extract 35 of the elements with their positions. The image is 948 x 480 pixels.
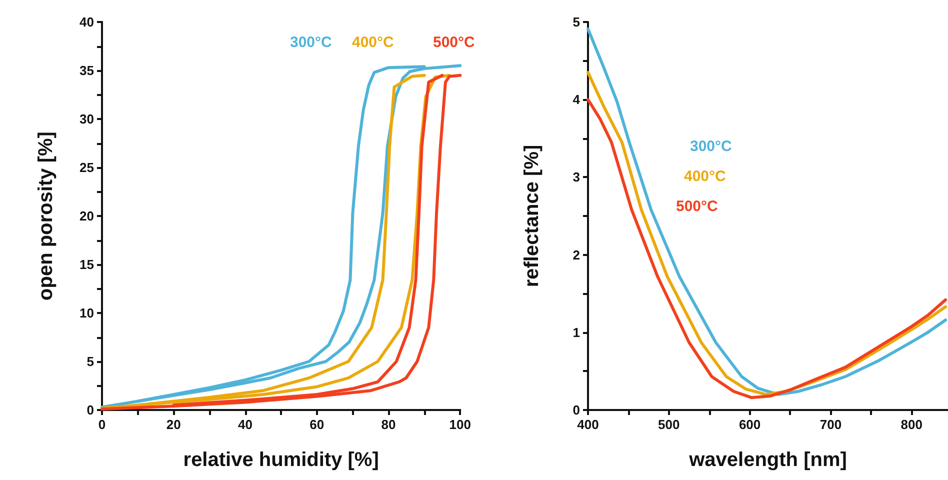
y-axis-title: reflectance [%]: [521, 144, 543, 288]
x-axis-title: relative humidity [%]: [183, 449, 379, 471]
y-tick-label: 10: [80, 306, 94, 320]
y-tick-label: 3: [572, 170, 580, 185]
y-tick-label: 25: [80, 160, 94, 175]
y-tick-label: 0: [572, 402, 580, 418]
text: 300°C: [290, 34, 332, 51]
x-tick-label: 0: [98, 417, 106, 432]
y-tick-label: 15: [80, 257, 94, 272]
y-tick-label: 5: [572, 14, 580, 30]
x-tick-label: 40: [238, 417, 252, 432]
text: 400°C: [684, 168, 726, 185]
y-tick-label: 0: [86, 402, 94, 418]
x-tick-label: 60: [310, 417, 324, 432]
y-tick-label: 30: [80, 112, 94, 126]
text: 500°C: [676, 198, 718, 215]
text: 400°C: [352, 34, 394, 51]
x-tick-label: 600: [738, 417, 761, 432]
x-tick-label: 800: [900, 417, 922, 432]
y-tick-label: 35: [80, 63, 94, 78]
y-tick-label: 4: [572, 92, 581, 108]
y-axis-title: open porosity [%]: [35, 132, 57, 300]
x-tick-label: 100: [449, 417, 472, 432]
y-tick-label: 2: [572, 247, 580, 262]
text: 300°C: [690, 138, 732, 155]
x-tick-label: 20: [166, 417, 181, 432]
y-tick-label: 1: [572, 324, 580, 340]
x-axis-title: wavelength [nm]: [688, 449, 847, 471]
x-tick-label: 500: [658, 417, 680, 432]
y-tick-label: 20: [80, 208, 94, 224]
x-tick-label: 80: [381, 417, 396, 432]
x-tick-label: 400: [577, 417, 599, 432]
y-tick-label: 5: [86, 354, 94, 369]
x-tick-label: 700: [820, 417, 842, 432]
y-tick-label: 40: [80, 14, 94, 30]
